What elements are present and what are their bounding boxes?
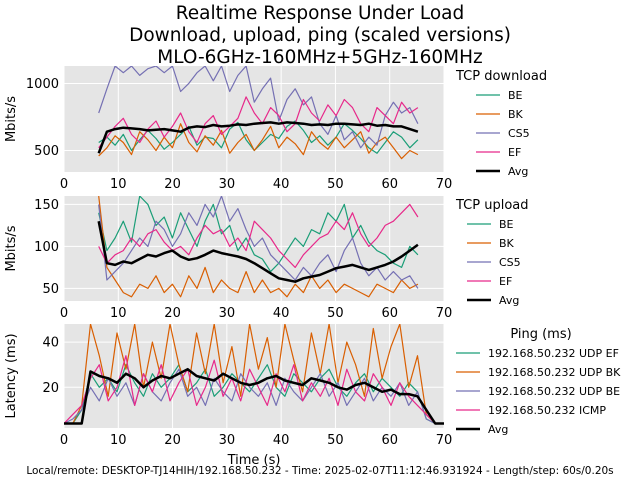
x-tick-label: 50 xyxy=(327,177,344,192)
legend-item-label: 192.168.50.232 ICMP xyxy=(488,404,606,417)
x-tick-label: 50 xyxy=(327,306,344,321)
legend-item-label: 192.168.50.232 UDP BE xyxy=(488,385,620,398)
download-panel: 0 10 20 30 40 50 60 70 500 1000 Mbits/s TCP downloa… xyxy=(4,66,547,192)
y-tick-label: 40 xyxy=(42,336,59,351)
y-axis-label: Mbits/s xyxy=(4,225,19,271)
x-tick-label: 40 xyxy=(273,433,290,448)
x-tick-label: 60 xyxy=(381,433,398,448)
series-line-avg xyxy=(97,220,419,283)
legend-item-label: EF xyxy=(508,146,521,159)
x-tick-label: 10 xyxy=(110,177,127,192)
series-line-192-168-50-232-icmp xyxy=(64,355,444,425)
x-tick-label: 20 xyxy=(164,177,181,192)
x-tick-label: 60 xyxy=(381,306,398,321)
y-tick-label: 50 xyxy=(42,282,59,297)
legend-item-label: Avg xyxy=(488,423,508,436)
y-tick-label: 1000 xyxy=(26,77,59,92)
ping-panel: 0 10 20 30 40 50 60 70 20 40 Latency (ms) Time (s) P… xyxy=(4,324,621,468)
x-tick-label: 70 xyxy=(436,433,453,448)
x-tick-label: 10 xyxy=(110,433,127,448)
x-tick-label: 30 xyxy=(219,177,236,192)
x-tick-label: 70 xyxy=(436,306,453,321)
legend-item-label: BE xyxy=(508,89,523,102)
x-tick-label: 10 xyxy=(110,306,127,321)
legend-item-label: BK xyxy=(508,108,524,121)
x-tick-label: 50 xyxy=(327,433,344,448)
legend-item-label: BK xyxy=(499,237,515,250)
legend-title: TCP download xyxy=(455,69,547,84)
series-line-avg xyxy=(97,121,419,154)
footer-text: Local/remote: DESKTOP-TJ14HIH/192.168.50… xyxy=(26,465,613,477)
x-tick-label: 60 xyxy=(381,177,398,192)
x-tick-label: 0 xyxy=(60,177,68,192)
legend-item-label: BE xyxy=(499,218,514,231)
legend-item-label: CS5 xyxy=(499,256,521,269)
series-group xyxy=(97,66,419,160)
x-tick-label: 40 xyxy=(273,306,290,321)
chart-title-line-1: Realtime Response Under Load xyxy=(176,3,465,24)
x-tick-label: 20 xyxy=(164,306,181,321)
upload-panel: 0 10 20 30 40 50 60 70 50 100 150 Mbits/s TCP upload… xyxy=(4,196,529,321)
x-tick-label: 0 xyxy=(60,433,68,448)
y-tick-label: 100 xyxy=(34,240,59,255)
series-line-192-168-50-232-udp-be xyxy=(64,368,444,425)
legend-item-label: 192.168.50.232 UDP BK xyxy=(488,366,621,379)
x-tick-label: 20 xyxy=(164,433,181,448)
x-axis-label: Time (s) xyxy=(227,453,281,468)
plot-background xyxy=(64,66,444,172)
series-line-cs5 xyxy=(98,66,419,149)
chart-title-line-3: MLO-6GHz-160MHz+5GHz-160MHz xyxy=(157,47,482,68)
chart-title-line-2: Download, upload, ping (scaled versions) xyxy=(129,25,511,46)
x-tick-label: 0 xyxy=(60,306,68,321)
legend-item-label: CS5 xyxy=(508,127,530,140)
x-tick-label: 30 xyxy=(219,306,236,321)
series-group xyxy=(64,324,444,425)
x-tick-label: 40 xyxy=(273,177,290,192)
legend-title: Ping (ms) xyxy=(510,327,571,342)
y-axis-label: Latency (ms) xyxy=(4,333,19,418)
y-axis-label: Mbits/s xyxy=(4,96,19,142)
series-line-bk xyxy=(98,196,419,298)
legend-item-label: Avg xyxy=(499,294,519,307)
y-tick-label: 20 xyxy=(42,381,59,396)
x-tick-label: 70 xyxy=(436,177,453,192)
series-line-avg xyxy=(64,367,444,425)
series-line-ef xyxy=(98,96,419,149)
y-tick-label: 150 xyxy=(34,198,59,213)
x-tick-label: 30 xyxy=(219,433,236,448)
legend-item-label: EF xyxy=(499,275,512,288)
plot-background xyxy=(64,196,444,301)
legend-title: TCP upload xyxy=(455,198,529,213)
series-group xyxy=(97,196,419,298)
series-line-be xyxy=(98,196,419,273)
plot-background xyxy=(64,324,444,428)
legend-item-label: 192.168.50.232 UDP EF xyxy=(488,347,619,360)
legend-item-label: Avg xyxy=(508,165,528,178)
series-line-ef xyxy=(98,203,419,268)
y-tick-label: 500 xyxy=(34,144,59,159)
